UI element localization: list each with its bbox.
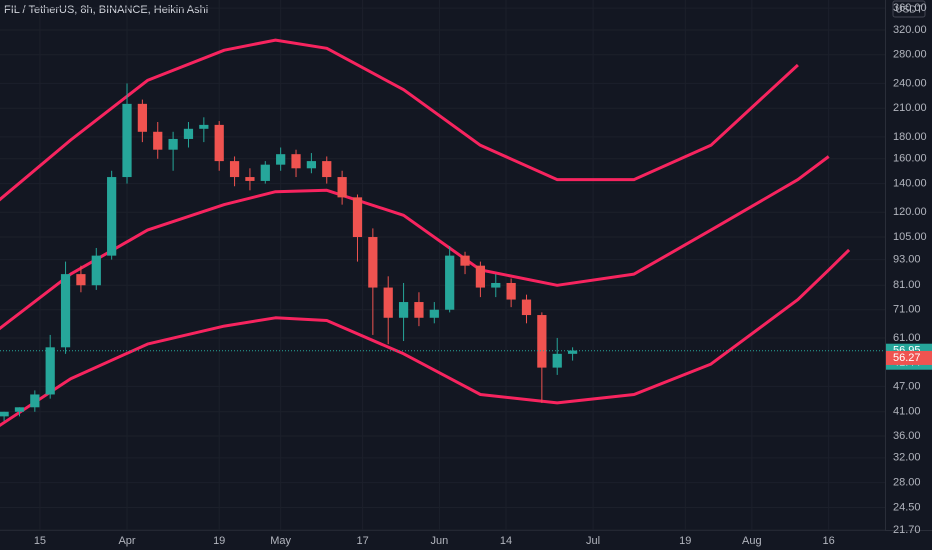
- y-tick-label: 81.00: [893, 279, 921, 291]
- candle-body: [153, 131, 163, 150]
- y-tick-label: 21.70: [893, 524, 921, 536]
- x-tick-label: 19: [213, 535, 225, 547]
- candle-body: [460, 255, 470, 266]
- candle-body: [398, 302, 409, 318]
- x-tick-label: 16: [823, 535, 835, 547]
- x-tick-label: 14: [500, 535, 512, 547]
- candle-body: [306, 161, 316, 169]
- candle-body: [229, 161, 240, 178]
- x-tick-label: Aug: [742, 535, 762, 547]
- candle-body: [352, 197, 363, 238]
- candle-body: [567, 350, 578, 354]
- currency-label: USDT: [895, 5, 922, 16]
- candle-body: [137, 103, 147, 132]
- y-tick-label: 41.00: [893, 406, 921, 418]
- currency-box: [892, 0, 926, 18]
- candle-body: [291, 154, 301, 169]
- candle-body: [414, 302, 424, 318]
- y-tick-label: 32.00: [893, 452, 921, 464]
- candle-body: [337, 177, 347, 198]
- y-tick-label: 180.00: [893, 131, 927, 143]
- candle-body: [76, 274, 86, 286]
- y-tick-label: 71.00: [893, 304, 921, 316]
- y-tick-label: 47.00: [893, 380, 921, 392]
- candle-body: [445, 255, 455, 310]
- candle-body: [537, 315, 547, 368]
- candle-body: [506, 282, 516, 300]
- x-tick-label: Jun: [431, 535, 449, 547]
- candle-body: [260, 164, 270, 181]
- candle-body: [475, 265, 486, 288]
- y-tick-label: 120.00: [893, 206, 927, 218]
- y-tick-label: 240.00: [893, 77, 927, 89]
- y-tick-label: 320.00: [893, 24, 927, 36]
- band-line: [0, 155, 830, 331]
- candle-body: [368, 237, 378, 288]
- candle-body: [183, 128, 194, 139]
- band-line: [0, 38, 799, 202]
- y-tick-label: 280.00: [893, 49, 927, 61]
- candle-body: [60, 274, 71, 348]
- x-tick-label: May: [270, 535, 291, 547]
- prev-price-label: 56.27: [893, 352, 921, 364]
- candle-body: [0, 411, 9, 417]
- y-tick-label: 140.00: [893, 177, 927, 189]
- candle-body: [245, 177, 255, 181]
- candle-body: [30, 394, 40, 408]
- candle-body: [91, 255, 101, 286]
- candle-body: [214, 124, 224, 162]
- x-tick-label: 19: [679, 535, 691, 547]
- y-tick-label: 160.00: [893, 153, 927, 165]
- x-tick-label: Jul: [586, 535, 600, 547]
- candle-body: [168, 138, 178, 150]
- candle-body: [383, 287, 393, 318]
- chart-title: FIL / TetherUS, 8h, BINANCE, Heikin Ashi: [4, 4, 208, 16]
- band-line: [0, 248, 851, 428]
- candle-body: [491, 282, 501, 288]
- y-tick-label: 28.00: [893, 477, 921, 489]
- x-tick-label: 15: [34, 535, 46, 547]
- candle-body: [122, 103, 132, 178]
- y-tick-label: 210.00: [893, 102, 927, 114]
- y-tick-label: 93.00: [893, 253, 921, 265]
- prev-price-box: [886, 350, 932, 365]
- x-tick-label: 17: [356, 535, 368, 547]
- y-tick-label: 360.00: [893, 2, 927, 14]
- x-tick-label: Apr: [118, 535, 135, 547]
- y-tick-label: 24.50: [893, 501, 921, 513]
- candle-body: [429, 309, 439, 318]
- candle-body: [14, 407, 25, 412]
- candle-body: [276, 154, 286, 165]
- y-tick-label: 105.00: [893, 231, 927, 243]
- y-tick-label: 61.00: [893, 332, 921, 344]
- candle-body: [107, 177, 117, 256]
- candle-body: [45, 347, 55, 395]
- candle-body: [322, 161, 332, 178]
- candle-body: [552, 353, 562, 368]
- candle-body: [521, 299, 532, 316]
- y-tick-label: 36.00: [893, 430, 921, 442]
- candle-body: [199, 124, 209, 129]
